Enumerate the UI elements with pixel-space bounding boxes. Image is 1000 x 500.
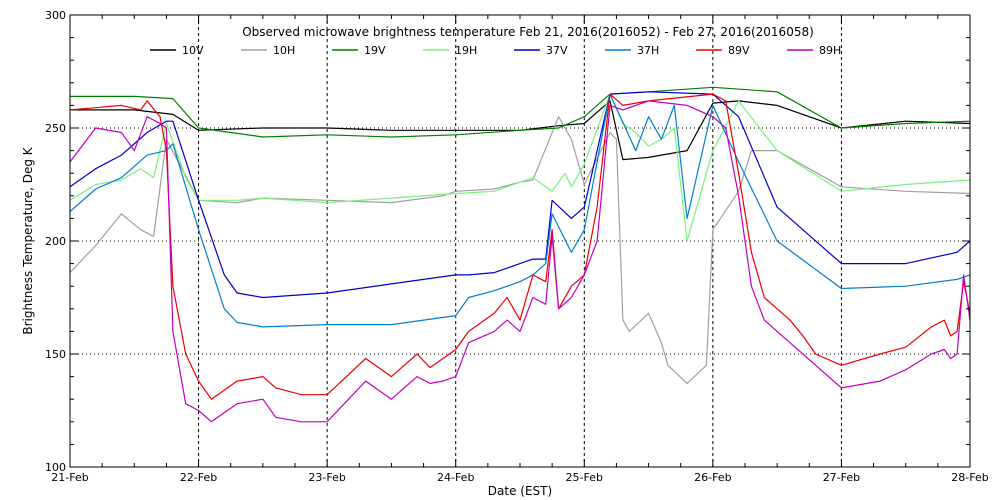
- y-tick-label: 100: [45, 461, 66, 474]
- series-line-89H: [69, 100, 971, 423]
- x-tick-label: 21-Feb: [51, 471, 88, 484]
- legend-label-89V: 89V: [728, 44, 750, 57]
- legend-label-37H: 37H: [637, 44, 659, 57]
- x-tick-label: 25-Feb: [566, 471, 603, 484]
- x-tick-label: 23-Feb: [308, 471, 345, 484]
- series-line-37V: [69, 91, 971, 299]
- legend-label-10H: 10H: [273, 44, 295, 57]
- ticks: 100 150 200 250 300 21-Feb 22-Feb 23-Feb 24-Feb 2…: [45, 9, 989, 484]
- y-tick-label: 300: [45, 9, 66, 22]
- series-layer: [69, 86, 971, 423]
- series-line-37H: [69, 93, 971, 328]
- grid-lines: [70, 15, 970, 467]
- x-tick-label: 26-Feb: [694, 471, 731, 484]
- y-tick-label: 150: [45, 348, 66, 361]
- x-tick-label: 28-Feb: [951, 471, 988, 484]
- series-line-19V: [70, 86, 971, 138]
- legend: 10V 10H 19V 19H 37V 37H 89V 89H: [150, 44, 841, 57]
- x-tick-label: 24-Feb: [437, 471, 474, 484]
- series-line-10H: [69, 116, 971, 384]
- legend-label-19V: 19V: [364, 44, 386, 57]
- legend-label-19H: 19H: [455, 44, 477, 57]
- series-line-19H: [69, 93, 971, 242]
- series-line-89V: [69, 93, 971, 400]
- series-line-10V: [70, 100, 971, 161]
- x-tick-label: 22-Feb: [180, 471, 217, 484]
- legend-label-89H: 89H: [819, 44, 841, 57]
- x-axis-label: Date (EST): [488, 484, 552, 498]
- legend-label-37V: 37V: [546, 44, 568, 57]
- y-tick-label: 250: [45, 122, 66, 135]
- y-axis-label: Brightness Temperature, Deg K: [21, 146, 35, 334]
- chart-title: Observed microwave brightness temperatur…: [242, 25, 814, 39]
- x-tick-label: 27-Feb: [823, 471, 860, 484]
- legend-label-10V: 10V: [182, 44, 204, 57]
- y-tick-label: 200: [45, 235, 66, 248]
